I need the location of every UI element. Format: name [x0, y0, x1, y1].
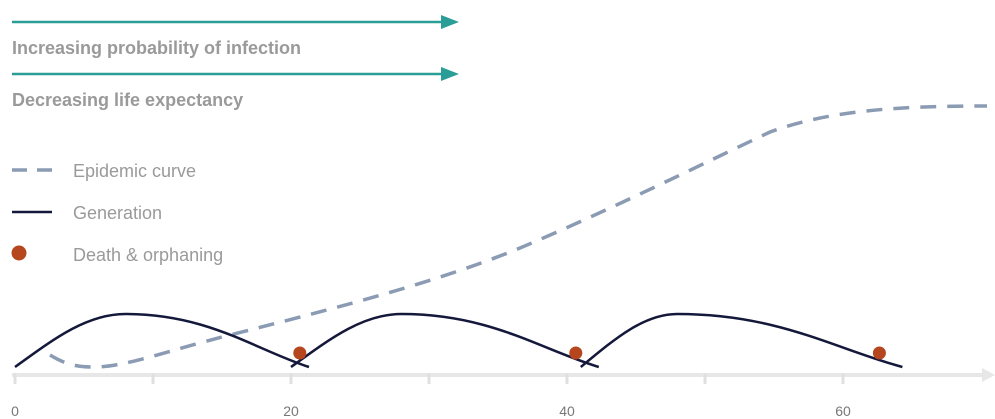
life-expectancy-arrow-label: Decreasing life expectancy: [12, 90, 243, 110]
x-axis-tick-label: 20: [283, 403, 299, 419]
epidemic-curve: [49, 104, 988, 369]
infection-arrow-label: Increasing probability of infection: [12, 38, 301, 58]
x-axis-tick-label: 0: [11, 403, 19, 419]
x-axis: 0 20 40 60: [11, 368, 995, 419]
x-axis-tick-label: 40: [559, 403, 575, 419]
x-axis-ticks: [13, 373, 845, 384]
death-orphaning-marker: [293, 346, 307, 360]
legend-death-orphaning-label: Death & orphaning: [73, 245, 223, 265]
generation-curve: [580, 312, 903, 369]
x-axis-tick-label: 60: [835, 403, 851, 419]
infection-arrowhead: [441, 15, 459, 29]
legend: Epidemic curve Generation Death & orphan…: [11, 161, 223, 265]
death-orphaning-marker: [569, 346, 583, 360]
death-orphaning-markers: [293, 346, 886, 360]
infection-arrow: [12, 15, 459, 29]
x-axis-arrowhead: [982, 368, 995, 382]
life-expectancy-arrowhead: [441, 67, 459, 81]
generation-curves: [14, 312, 903, 369]
legend-generation-label: Generation: [73, 203, 162, 223]
legend-death-orphaning-marker: [11, 245, 27, 261]
legend-epidemic-curve-label: Epidemic curve: [73, 161, 196, 181]
x-axis-tick-labels: 0 20 40 60: [11, 403, 851, 419]
life-expectancy-arrow: [12, 67, 459, 81]
death-orphaning-marker: [872, 346, 886, 360]
generation-curve: [14, 312, 310, 369]
generation-curve: [290, 312, 600, 369]
